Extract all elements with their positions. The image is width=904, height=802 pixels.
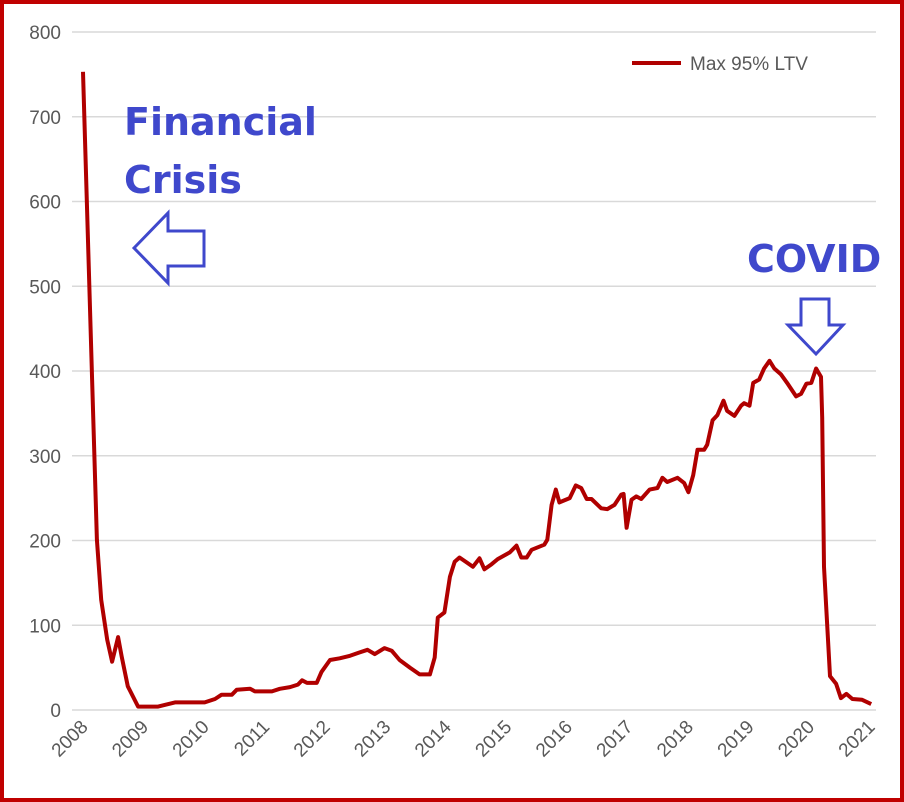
y-tick-label: 300 [29, 447, 61, 468]
financial-crisis-label-line2: Crisis [124, 158, 242, 202]
series-line-max-95-ltv [81, 71, 873, 709]
x-tick-label: 2011 [230, 717, 274, 761]
x-tick-label: 2016 [532, 717, 577, 762]
y-axis-ticks: 0 100 200 300 400 500 600 700 800 [29, 23, 61, 722]
x-tick-label: 2020 [774, 717, 819, 762]
legend-label: Max 95% LTV [690, 54, 808, 75]
x-tick-label: 2018 [653, 717, 698, 762]
x-tick-label: 2019 [714, 717, 759, 762]
x-tick-label: 2021 [835, 717, 880, 762]
gridlines [72, 31, 876, 711]
x-tick-label: 2009 [108, 717, 153, 762]
covid-annotation: COVID [747, 237, 881, 357]
legend: Max 95% LTV [632, 54, 808, 75]
left-arrow-icon [131, 209, 206, 287]
x-tick-label: 2012 [290, 717, 335, 762]
y-tick-label: 400 [29, 362, 61, 383]
y-tick-label: 500 [29, 277, 61, 298]
y-tick-label: 700 [29, 108, 61, 129]
y-tick-label: 600 [29, 193, 61, 214]
x-tick-label: 2017 [593, 717, 638, 762]
x-tick-label: 2013 [350, 717, 395, 762]
down-arrow-icon [784, 297, 847, 357]
x-tick-label: 2008 [48, 717, 93, 762]
x-tick-label: 2015 [472, 717, 517, 762]
y-tick-label: 200 [29, 532, 61, 553]
covid-label: COVID [747, 237, 881, 281]
financial-crisis-annotation: Financial Crisis [124, 100, 317, 287]
financial-crisis-label-line1: Financial [124, 100, 317, 144]
x-tick-label: 2010 [169, 717, 214, 762]
y-tick-label: 100 [29, 616, 61, 637]
y-tick-label: 0 [50, 701, 61, 722]
x-tick-label: 2014 [411, 716, 456, 761]
y-tick-label: 800 [29, 23, 61, 44]
x-axis-ticks: 2008 2009 2010 2011 2012 2013 2014 2015 2016 2017… [48, 716, 880, 761]
